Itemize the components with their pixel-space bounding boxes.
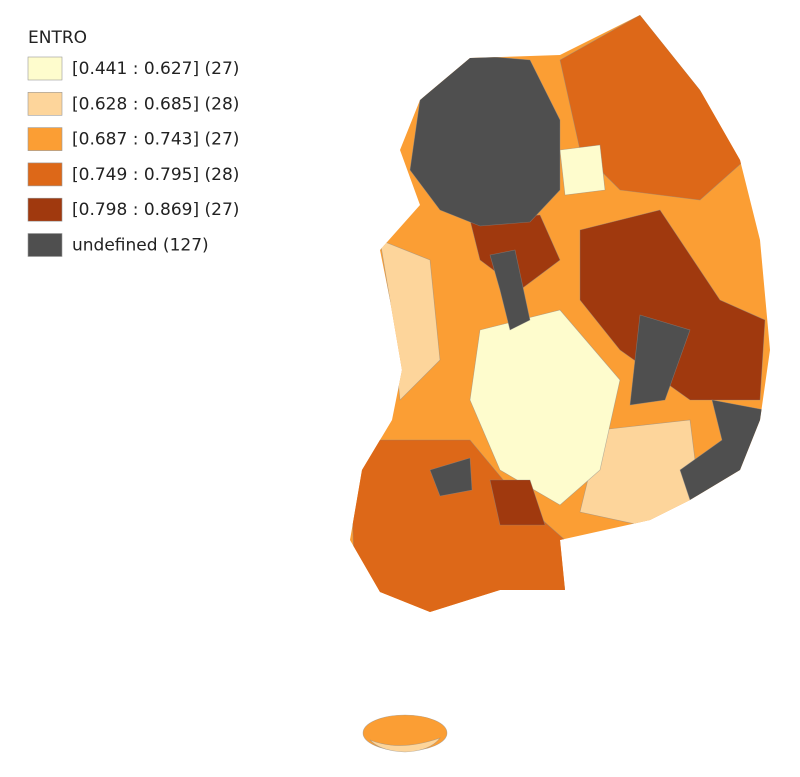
region [409,54,561,227]
region [629,314,691,406]
legend-swatch [27,92,63,116]
legend-swatch [27,127,63,151]
legend-swatch [27,197,63,222]
region [429,457,473,497]
legend-swatch [27,233,63,257]
legend: ENTRO [0.441 : 0.627] (27) [0.628 : 0.685… [27,28,239,257]
legend-label: [0.628 : 0.685] (28) [72,94,239,114]
legend-label: undefined (127) [72,236,209,256]
legend-label: [0.798 : 0.869] (27) [72,200,239,220]
region [379,239,441,401]
mainland [350,15,770,612]
legend-label: [0.749 : 0.795] (28) [72,165,239,185]
legend-label: [0.441 : 0.627] (27) [72,59,239,79]
region [489,479,546,526]
legend-swatch [27,56,63,81]
region [579,209,766,401]
region [489,249,531,331]
region [369,737,441,753]
region [559,144,606,196]
region [469,309,621,506]
legend-label: [0.687 : 0.743] (27) [72,130,239,150]
legend-title: ENTRO [28,28,87,48]
legend-swatch [27,162,63,187]
jeju [362,714,448,753]
